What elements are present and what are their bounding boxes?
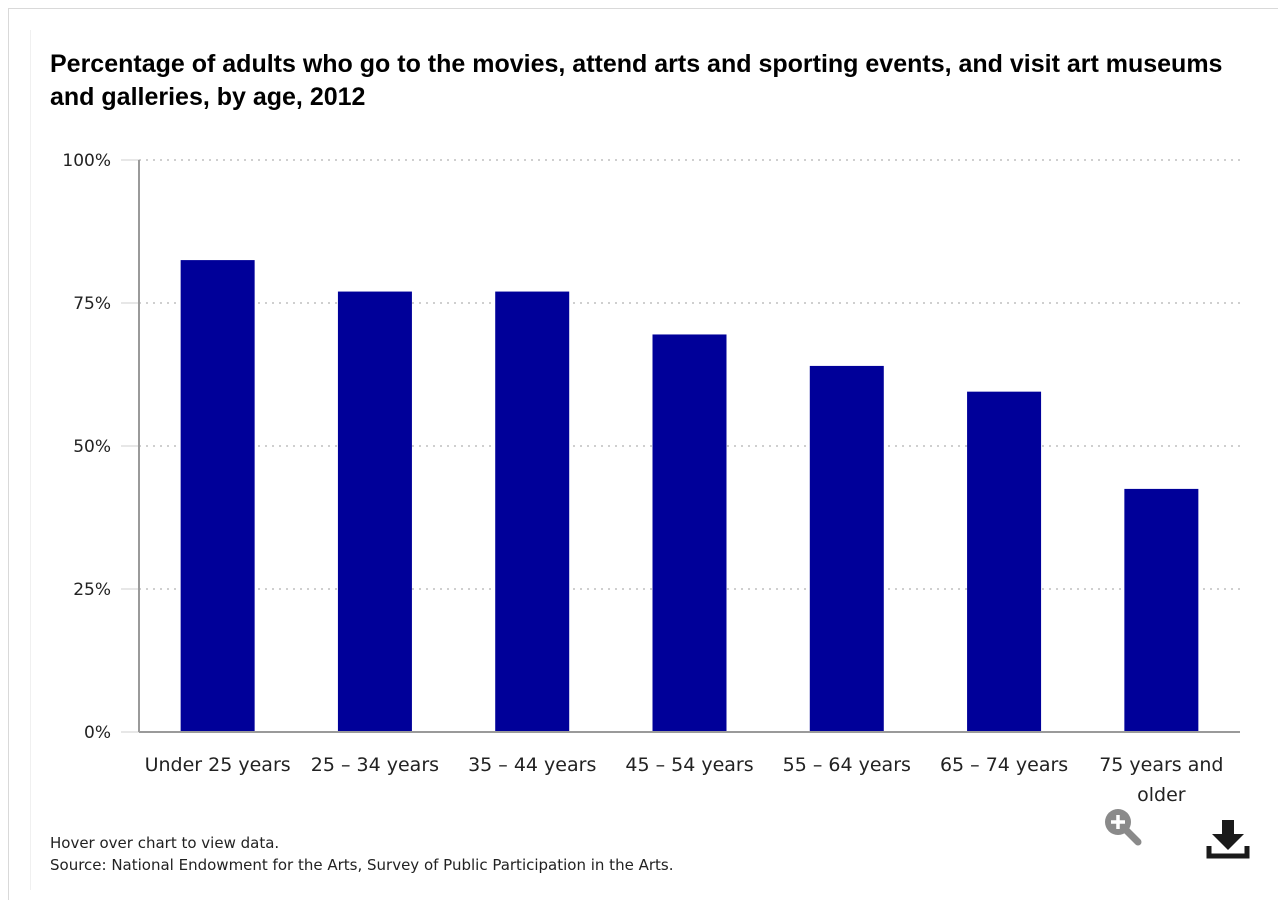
- divider: [30, 30, 31, 890]
- bar[interactable]: [495, 291, 570, 732]
- source-note: Source: National Endowment for the Arts,…: [50, 856, 674, 874]
- download-button[interactable]: [1204, 814, 1252, 862]
- x-category-label: 65 – 74 years: [940, 754, 1068, 776]
- x-axis-category-labels: Under 25 years 25 – 34 years 35 – 44 years…: [145, 754, 1224, 806]
- footnote: Hover over chart to view data. Source: N…: [50, 832, 673, 876]
- bar[interactable]: [337, 291, 412, 732]
- y-tick-label: 75%: [73, 294, 111, 314]
- zoom-button[interactable]: [1100, 804, 1144, 848]
- bars: [180, 260, 1199, 732]
- x-category-label: 25 – 34 years: [311, 754, 439, 776]
- y-tick-label: 25%: [73, 580, 111, 600]
- x-category-label: 55 – 64 years: [783, 754, 911, 776]
- bar[interactable]: [180, 260, 255, 732]
- zoom-in-icon: [1105, 809, 1142, 846]
- chart-title: Percentage of adults who go to the movie…: [50, 50, 1223, 111]
- hover-hint: Hover over chart to view data.: [50, 834, 280, 852]
- gridlines: [121, 159, 1240, 733]
- x-category-label: 45 – 54 years: [625, 754, 753, 776]
- bar[interactable]: [967, 391, 1042, 732]
- x-category-label: Under 25 years: [145, 754, 291, 776]
- y-tick-label: 0%: [84, 723, 111, 743]
- bar[interactable]: [809, 365, 884, 732]
- y-tick-label: 50%: [73, 437, 111, 457]
- chart-frame: [8, 8, 1278, 900]
- y-tick-label: 100%: [62, 151, 111, 171]
- bar[interactable]: [652, 334, 727, 732]
- download-icon: [1206, 820, 1250, 859]
- x-category-label: 75 years and older: [1099, 754, 1223, 806]
- x-category-label: 35 – 44 years: [468, 754, 596, 776]
- bar[interactable]: [1124, 488, 1199, 732]
- y-axis-tick-labels: 0% 25% 50% 75% 100%: [62, 151, 111, 743]
